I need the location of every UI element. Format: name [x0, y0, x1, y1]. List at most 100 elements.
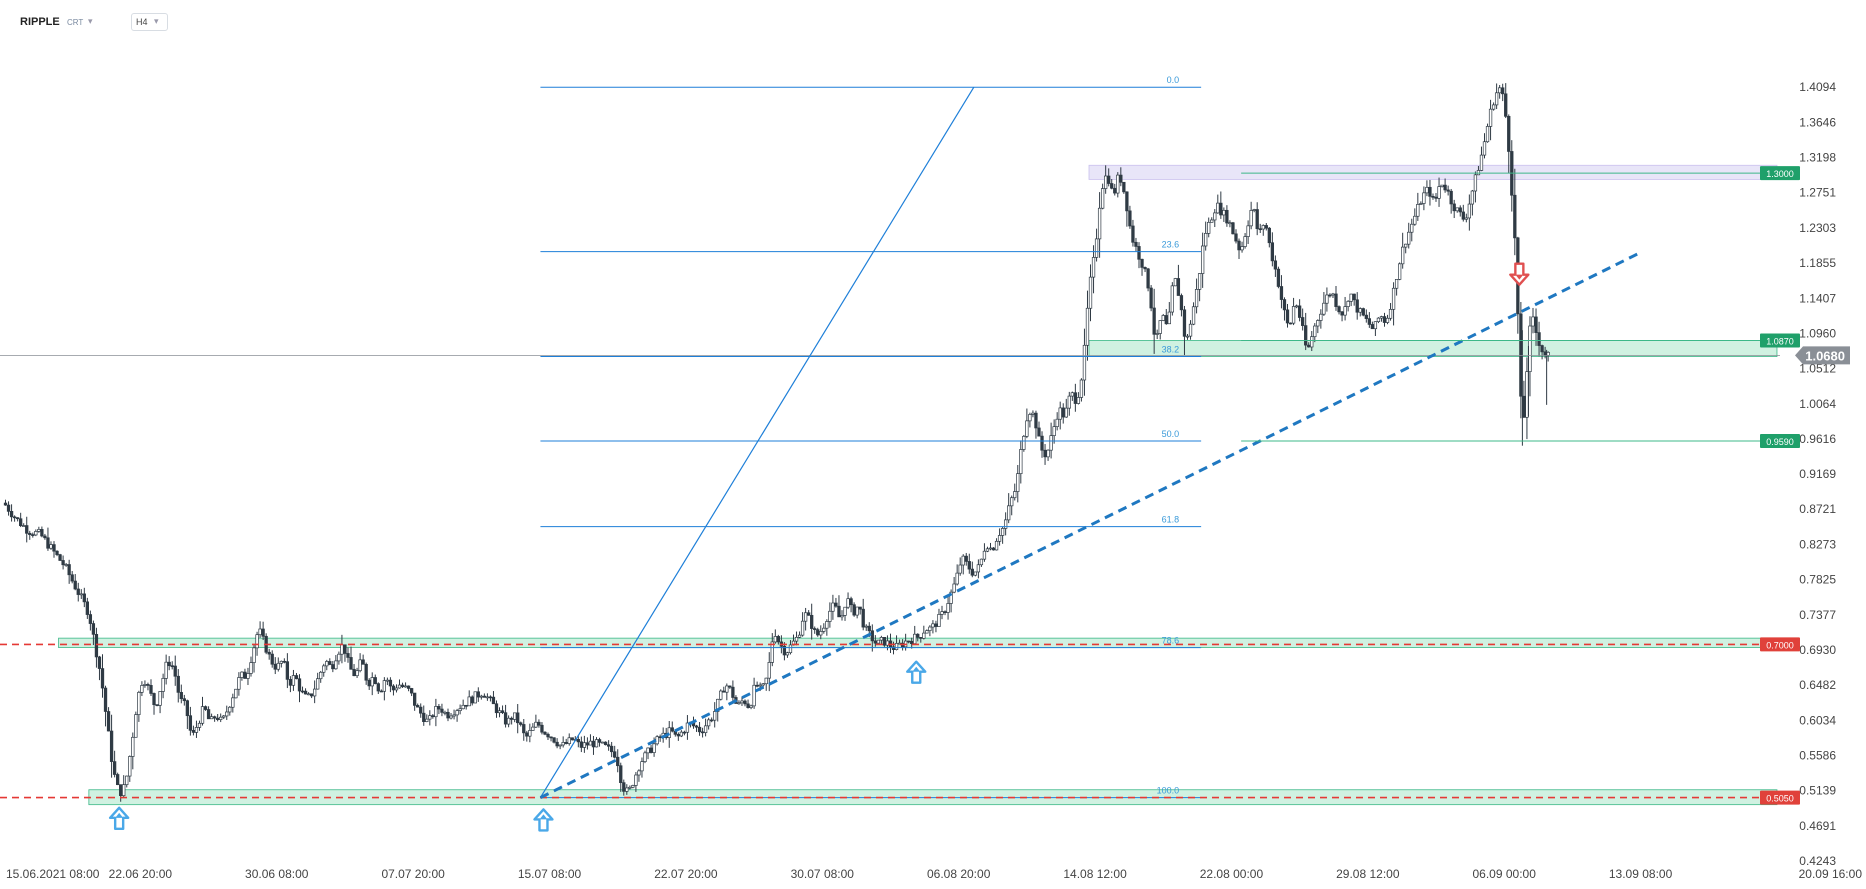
candle-body	[37, 529, 41, 532]
candle	[1361, 307, 1365, 317]
candle-body	[600, 741, 605, 744]
candle	[1170, 282, 1174, 316]
candle	[28, 530, 32, 540]
chevron-down-icon[interactable]: ▾	[154, 16, 159, 26]
candle	[158, 691, 162, 714]
candle	[803, 607, 808, 631]
candle-body	[261, 628, 265, 637]
y-tick-label: 0.7377	[1799, 608, 1836, 622]
candle	[1143, 266, 1147, 273]
candle-body	[134, 714, 138, 738]
candle-body	[519, 722, 523, 725]
candle	[1200, 232, 1205, 288]
candle-body	[1373, 321, 1378, 330]
candle	[655, 735, 659, 746]
candle	[91, 620, 96, 646]
candle	[610, 741, 614, 758]
candle	[34, 529, 38, 537]
candle	[531, 723, 535, 731]
candle-body	[1161, 315, 1165, 321]
arrow-up-icon	[912, 666, 921, 672]
candle	[409, 687, 414, 697]
candle-body	[1128, 210, 1132, 227]
candle	[246, 667, 250, 686]
symbol-label[interactable]: RIPPLE	[20, 16, 60, 28]
candle-body	[228, 706, 232, 713]
candle	[167, 656, 171, 671]
candle	[846, 592, 850, 610]
candle-body	[288, 679, 293, 686]
candle-body	[143, 684, 147, 686]
candle	[209, 713, 214, 720]
candle	[997, 528, 1002, 546]
candle	[1291, 297, 1296, 326]
candle	[770, 633, 774, 667]
candle-body	[570, 737, 574, 741]
candle	[970, 561, 974, 578]
candle	[810, 603, 814, 640]
candle-body	[652, 743, 656, 753]
candle	[1258, 223, 1262, 233]
candle-body	[100, 668, 105, 689]
candle	[1219, 191, 1223, 219]
candle-body	[1182, 309, 1187, 337]
candle-body	[1479, 154, 1484, 171]
candle	[316, 672, 320, 690]
timeframe-label[interactable]: H4	[136, 17, 148, 27]
candle-body	[773, 636, 777, 643]
candle	[506, 715, 511, 728]
candle-body	[728, 685, 732, 688]
candle	[97, 655, 102, 681]
candle	[1037, 421, 1041, 437]
candle-body	[370, 677, 374, 687]
candle	[813, 626, 817, 634]
candle-body	[109, 730, 114, 762]
candle	[694, 724, 699, 732]
candle-body	[1204, 233, 1208, 247]
candle	[1473, 171, 1478, 203]
candle	[876, 639, 881, 644]
candle	[455, 708, 459, 722]
candle	[597, 737, 602, 747]
candle	[58, 553, 62, 561]
candle-body	[403, 685, 408, 688]
candle	[943, 610, 947, 616]
timeframe-selector[interactable]	[131, 13, 168, 31]
fib-level-label: 0.0	[1167, 75, 1180, 85]
candle-body	[1040, 435, 1044, 451]
candle	[713, 702, 717, 728]
candle-body	[482, 695, 487, 698]
candle-body	[1034, 412, 1038, 429]
candle-body	[1482, 141, 1487, 156]
candle-body	[964, 555, 968, 562]
candle-body	[694, 725, 699, 728]
candle	[1134, 237, 1138, 252]
candle	[273, 657, 277, 675]
candle-body	[76, 588, 80, 595]
candle-body	[1358, 308, 1362, 313]
candle-body	[1243, 236, 1247, 247]
candle-body	[452, 714, 456, 717]
chevron-down-icon[interactable]: ▾	[88, 16, 93, 26]
candle-body	[1207, 221, 1211, 234]
candle	[1316, 319, 1320, 334]
x-tick-label: 07.07 20:00	[381, 867, 445, 881]
candle	[288, 676, 293, 693]
candle	[94, 627, 99, 668]
candle-body	[988, 547, 993, 550]
candle-body	[94, 633, 99, 658]
candle	[1222, 207, 1226, 222]
x-tick-label: 30.07 08:00	[791, 867, 855, 881]
candle	[1431, 193, 1435, 200]
candle-body	[976, 564, 981, 573]
candle-body	[719, 690, 723, 700]
candle	[488, 695, 493, 702]
market-label[interactable]: CRT	[67, 18, 84, 27]
candle	[1164, 309, 1168, 325]
candle-body	[703, 725, 708, 734]
candle	[152, 692, 156, 715]
candle-body	[488, 696, 493, 699]
candle-body	[585, 742, 590, 746]
candle	[1519, 301, 1523, 419]
